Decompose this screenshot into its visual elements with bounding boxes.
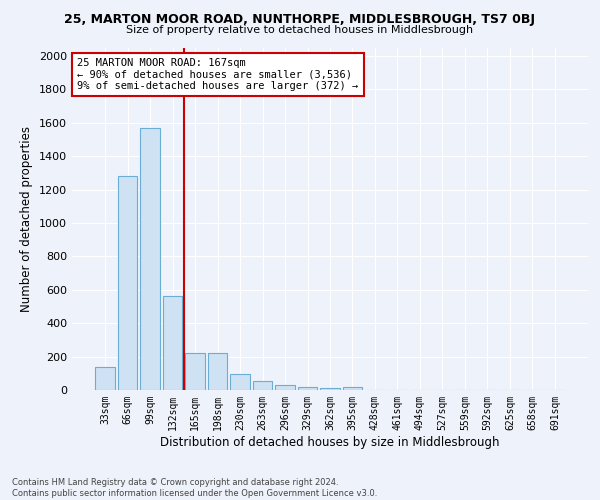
Bar <box>95 366 115 390</box>
Bar <box>343 388 362 390</box>
Bar <box>320 388 340 390</box>
Bar <box>253 381 272 390</box>
Bar <box>140 128 160 390</box>
Text: 25, MARTON MOOR ROAD, NUNTHORPE, MIDDLESBROUGH, TS7 0BJ: 25, MARTON MOOR ROAD, NUNTHORPE, MIDDLES… <box>65 12 536 26</box>
Bar <box>208 353 227 390</box>
Bar <box>298 388 317 390</box>
Bar <box>185 353 205 390</box>
Bar <box>163 296 182 390</box>
X-axis label: Distribution of detached houses by size in Middlesbrough: Distribution of detached houses by size … <box>160 436 500 448</box>
Text: 25 MARTON MOOR ROAD: 167sqm
← 90% of detached houses are smaller (3,536)
9% of s: 25 MARTON MOOR ROAD: 167sqm ← 90% of det… <box>77 58 358 91</box>
Text: Contains HM Land Registry data © Crown copyright and database right 2024.
Contai: Contains HM Land Registry data © Crown c… <box>12 478 377 498</box>
Text: Size of property relative to detached houses in Middlesbrough: Size of property relative to detached ho… <box>127 25 473 35</box>
Bar <box>275 385 295 390</box>
Bar <box>118 176 137 390</box>
Y-axis label: Number of detached properties: Number of detached properties <box>20 126 34 312</box>
Bar <box>230 374 250 390</box>
